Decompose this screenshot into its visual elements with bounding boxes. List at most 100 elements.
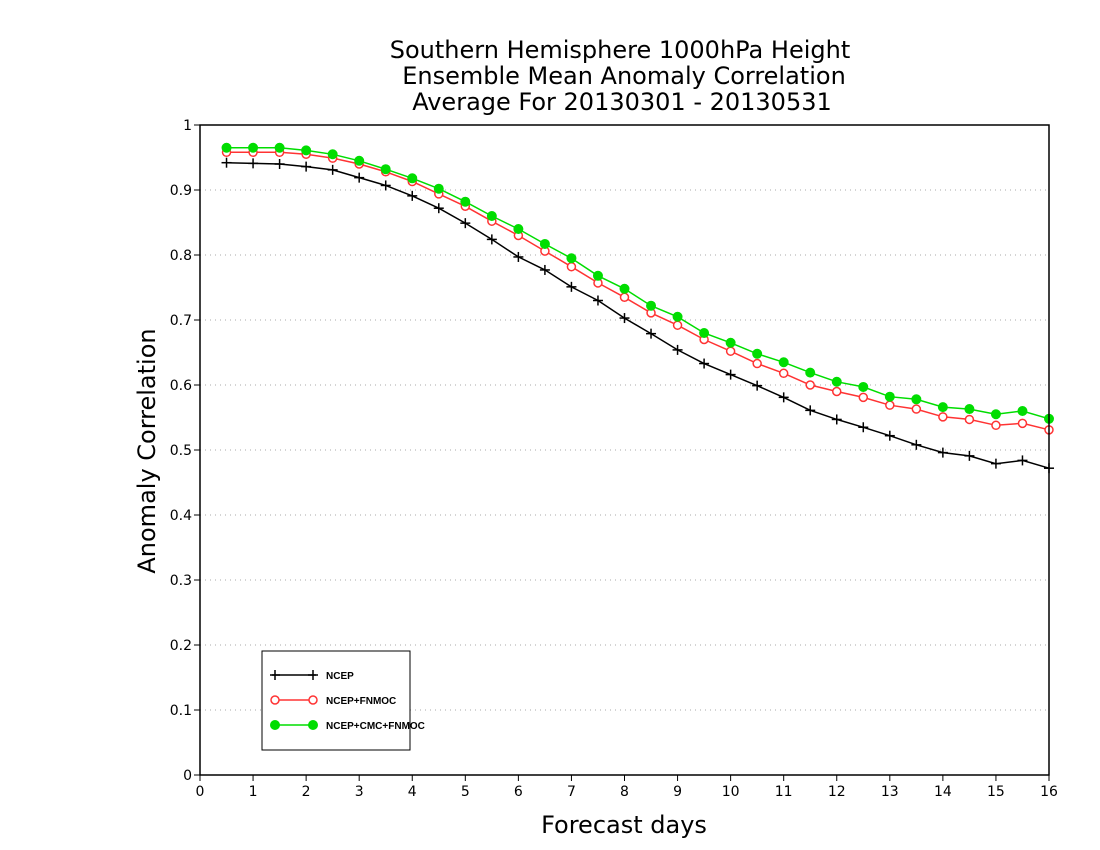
y-tick-label: 0.1 [170,703,192,719]
data-point [964,414,975,425]
data-point [1017,418,1028,429]
data-point [592,295,603,306]
data-point [274,159,285,169]
data-point [699,328,710,338]
legend-label: NCEP+CMC+FNMOC [326,721,425,732]
data-point [619,283,630,294]
data-point [725,337,736,348]
data-point [354,172,365,183]
data-point [248,142,259,153]
x-tick-label: 14 [934,784,952,800]
data-point [831,376,842,387]
data-point [884,391,895,402]
data-point [672,320,683,330]
y-tick-label: 0.7 [170,313,192,329]
data-point [805,405,816,416]
y-tick-label: 1 [183,118,192,134]
series-ncep-cmc-fnmoc [221,142,1054,424]
data-point [911,439,922,450]
x-tick-label: 7 [567,784,576,800]
data-point [1017,455,1028,466]
legend-marker [270,720,280,730]
data-point [248,158,259,169]
y-tick-label: 0.6 [170,378,192,394]
y-tick-label: 0.4 [170,508,192,524]
x-tick-label: 15 [987,784,1005,800]
data-point [407,190,418,201]
x-axis-label: Forecast days [541,811,707,839]
data-point [778,368,789,379]
data-point [619,292,630,302]
series-ncep [221,157,1054,474]
data-point [937,402,948,413]
data-point [672,311,683,322]
y-tick-label: 0.8 [170,248,192,264]
data-point [752,348,763,359]
legend-label: NCEP+FNMOC [326,696,396,707]
data-point [858,381,869,392]
data-point [937,447,948,458]
data-point [884,430,895,441]
data-point [407,173,418,184]
series-line [226,151,1050,431]
data-point [539,238,550,249]
x-tick-label: 9 [673,784,682,800]
series-ncep-fnmoc [221,147,1054,435]
data-point [433,183,444,194]
data-point [699,358,710,369]
legend-entry: NCEP [270,670,354,682]
y-tick-label: 0.5 [170,443,192,459]
chart-title: Southern Hemisphere 1000hPa Height Ensem… [390,36,850,116]
legend-label: NCEP [326,671,354,682]
data-point [566,253,577,264]
data-point [221,142,232,153]
data-point [513,224,524,234]
y-axis-tick-labels: 0 0.1 0.2 0.3 0.4 0.5 0.6 0.7 0.8 0.9 1 [170,118,192,784]
data-point [301,161,312,172]
data-point [858,392,869,403]
data-point [991,420,1001,431]
x-tick-label: 16 [1040,784,1058,800]
data-point [805,380,815,390]
x-tick-label: 5 [461,784,470,800]
chart-title-line-2: Ensemble Mean Anomaly Correlation [402,62,846,90]
data-point [327,164,338,175]
data-point [805,367,816,378]
data-point [460,218,471,229]
data-point [592,270,603,281]
data-point [1017,406,1028,416]
x-tick-label: 12 [828,784,846,800]
grid [200,189,1049,711]
data-point [672,344,683,355]
y-tick-label: 0 [183,768,192,784]
chart-title-line-3: Average For 20130301 - 20130531 [412,88,832,116]
data-point [646,328,657,339]
series-line [226,147,1050,420]
x-tick-label: 10 [722,784,740,800]
data-point [964,404,975,415]
x-tick-label: 0 [196,784,205,800]
data-point [752,358,762,369]
data-point [778,392,789,403]
data-point [327,149,338,160]
data-point [831,414,842,425]
data-point [460,196,471,207]
data-point [778,357,789,368]
data-point [566,261,577,272]
y-tick-label: 0.2 [170,638,192,654]
data-point [380,180,391,191]
legend-marker [308,720,318,730]
legend-marker [308,695,318,705]
x-tick-label: 4 [408,784,417,800]
data-point [566,281,577,292]
data-point [752,380,763,391]
data-point [964,450,975,461]
data-point [486,211,497,221]
y-tick-label: 0.9 [170,183,192,199]
y-tick-label: 0.3 [170,573,192,589]
data-point [938,412,948,422]
data-point [274,142,285,153]
x-tick-label: 8 [620,784,629,800]
